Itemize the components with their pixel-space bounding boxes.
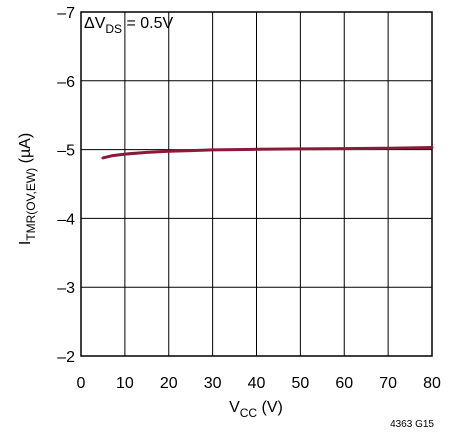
- y-tick-label: –4: [57, 211, 75, 228]
- x-tick-labels: 0 10 20 30 40 50 60 70 80: [77, 375, 441, 392]
- y-axis-label: ITMR(OV,EW) (µA): [17, 133, 38, 245]
- annotation-delta-vds: ΔVDS = 0.5V: [84, 15, 174, 36]
- x-tick-label: 0: [77, 375, 86, 392]
- x-tick-label: 70: [379, 375, 397, 392]
- x-tick-label: 20: [160, 375, 178, 392]
- y-tick-label: –2: [57, 349, 75, 366]
- y-tick-label: –6: [57, 74, 75, 91]
- series-line: [101, 146, 434, 160]
- series-layer: [101, 146, 434, 160]
- y-tick-label: –5: [57, 143, 75, 160]
- x-tick-label: 60: [335, 375, 353, 392]
- x-tick-label: 30: [204, 375, 222, 392]
- x-tick-label: 80: [423, 375, 441, 392]
- x-tick-label: 40: [248, 375, 266, 392]
- plot-frame: [80, 11, 433, 357]
- grid: [81, 12, 432, 356]
- y-tick-label: –3: [57, 280, 75, 297]
- x-axis-label: VCC (V): [229, 399, 283, 420]
- y-tick-label: –7: [57, 5, 75, 22]
- y-tick-labels: –2 –3 –4 –5 –6 –7: [57, 5, 75, 366]
- x-tick-label: 50: [291, 375, 309, 392]
- x-tick-label: 10: [116, 375, 134, 392]
- figure-code: 4363 G15: [390, 419, 434, 430]
